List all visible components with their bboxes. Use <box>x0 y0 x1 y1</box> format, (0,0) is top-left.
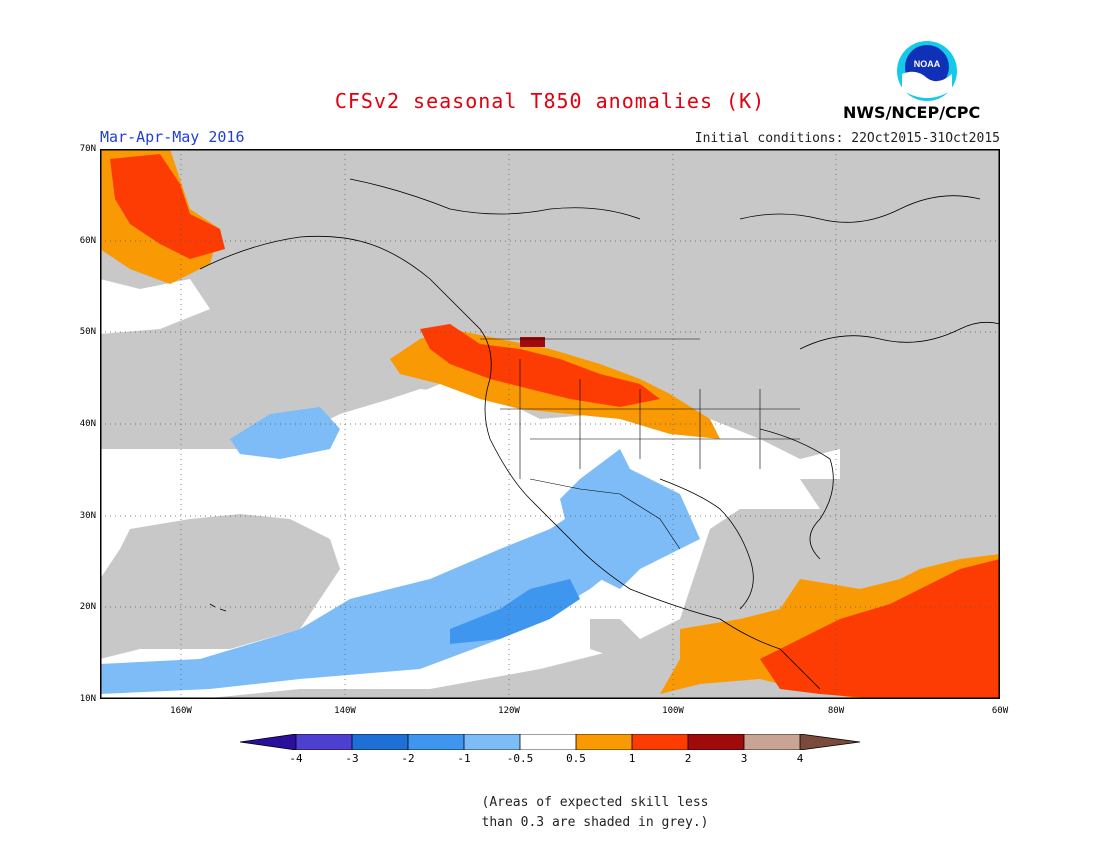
colorbar-segment <box>296 734 352 750</box>
colorbar-label-neg3: -3 <box>345 752 359 765</box>
below-normal-region-northpacific <box>230 407 340 459</box>
colorbar-label-neg05: -0.5 <box>506 752 534 765</box>
colorbar-segment <box>800 734 860 750</box>
footnote-line-1: (Areas of expected skill less <box>481 795 709 810</box>
colorbar-segment <box>632 734 688 750</box>
footnote-line-2: than 0.3 are shaded in grey.) <box>481 815 709 830</box>
near-normal-region-midlat <box>380 379 840 479</box>
colorbar-segment <box>688 734 744 750</box>
initial-conditions-label: Initial conditions: 22Oct2015-31Oct2015 <box>694 131 1000 146</box>
below-normal-region-mexico <box>560 449 700 589</box>
colorbar-label-3: 3 <box>740 752 748 765</box>
noaa-logo-icon: NOAA <box>897 41 957 101</box>
low-skill-region-hawaii <box>100 514 340 659</box>
colorbar-segment <box>352 734 408 750</box>
colorbar-label-1: 1 <box>628 752 636 765</box>
colorbar-label-2: 2 <box>684 752 692 765</box>
footnote: (Areas of expected skill less than 0.3 a… <box>0 793 1100 833</box>
colorbar <box>240 734 860 750</box>
moderate-below-normal-region <box>450 579 580 644</box>
lat-label-30n: 30N <box>79 511 96 521</box>
strong-above-normal-region-caribbean <box>760 559 1000 699</box>
lon-label-120w: 120W <box>498 706 520 716</box>
low-skill-region-baja <box>590 619 640 659</box>
colorbar-segment <box>464 734 520 750</box>
colorbar-label-neg4: -4 <box>289 752 303 765</box>
near-normal-region-north <box>100 279 210 334</box>
colorbar-label-05: 0.5 <box>566 752 586 765</box>
colorbar-segment <box>744 734 800 750</box>
lat-label-50n: 50N <box>79 327 96 337</box>
lon-label-80w: 80W <box>827 706 845 716</box>
lat-label-70n: 70N <box>79 144 96 154</box>
colorbar-segment <box>576 734 632 750</box>
strong-above-normal-region-alaska <box>110 154 225 259</box>
coastlines <box>199 178 1000 690</box>
lat-label-60n: 60N <box>79 236 96 246</box>
colorbar-label-neg2: -2 <box>401 752 415 765</box>
anomaly-map <box>100 149 1000 699</box>
colorbar-segment <box>240 734 296 750</box>
map-frame <box>100 149 1000 699</box>
lat-label-20n: 20N <box>79 602 96 612</box>
chart-title: CFSv2 seasonal T850 anomalies (K) <box>334 89 766 113</box>
extreme-above-normal-spot <box>520 337 545 347</box>
lat-lon-grid <box>100 149 1000 699</box>
lon-label-60w: 60W <box>991 706 1009 716</box>
logo-text: NOAA <box>914 59 941 69</box>
colorbar-segment <box>408 734 464 750</box>
lon-label-160w: 160W <box>170 706 192 716</box>
lat-label-10n: 10N <box>79 694 96 704</box>
lon-label-100w: 100W <box>662 706 684 716</box>
colorbar-label-neg1: -1 <box>457 752 471 765</box>
season-label: Mar-Apr-May 2016 <box>100 128 245 146</box>
lat-label-40n: 40N <box>79 419 96 429</box>
agency-label: NWS/NCEP/CPC <box>843 103 981 122</box>
lon-label-140w: 140W <box>334 706 356 716</box>
colorbar-segment <box>520 734 576 750</box>
strong-above-normal-region-pacific-nw <box>420 324 660 407</box>
colorbar-label-4: 4 <box>796 752 804 765</box>
